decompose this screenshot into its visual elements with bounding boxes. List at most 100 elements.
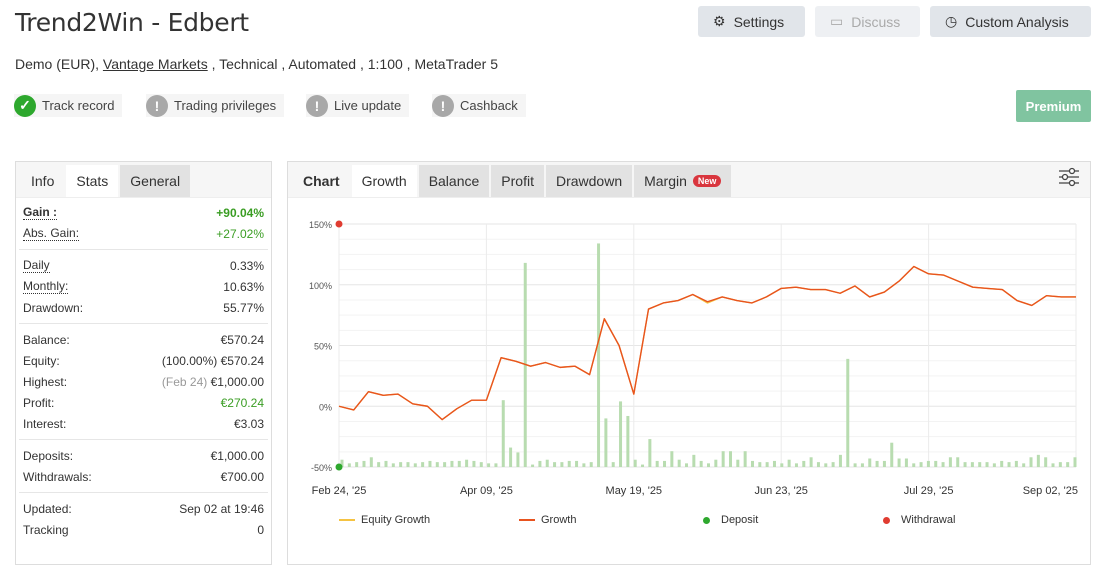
y-tick-label: 150%	[309, 220, 332, 230]
volume-bar	[663, 460, 667, 467]
stat-value: €1,000.00	[210, 374, 264, 389]
badge-cashback[interactable]: ! Cashback	[432, 94, 526, 117]
stat-value: 55.77%	[223, 300, 264, 315]
badge-label: Trading privileges	[174, 98, 277, 113]
discuss-button[interactable]: ▭ Discuss	[815, 6, 920, 37]
volume-bar	[677, 459, 681, 467]
volume-bar	[597, 243, 601, 467]
volume-bar	[941, 462, 945, 467]
volume-bar	[567, 460, 571, 467]
volume-bar	[384, 460, 388, 467]
comment-icon: ▭	[830, 13, 844, 29]
volume-bar	[692, 454, 696, 467]
settings-button[interactable]: ⚙ Settings	[698, 6, 805, 37]
volume-bar	[369, 457, 373, 467]
volume-bar	[377, 462, 381, 467]
volume-bar	[1000, 460, 1004, 467]
volume-bar	[391, 463, 395, 467]
volume-bar	[494, 463, 498, 467]
volume-bar	[421, 462, 425, 467]
badge-trading-privileges[interactable]: ! Trading privileges	[146, 94, 285, 117]
volume-bar	[1044, 457, 1048, 467]
stat-label: Withdrawals:	[23, 469, 92, 484]
legend-dot-icon	[703, 516, 710, 524]
badge-live-update[interactable]: ! Live update	[306, 94, 410, 117]
volume-bar	[809, 457, 813, 467]
volume-bar	[443, 462, 447, 467]
volume-bar	[611, 462, 615, 467]
volume-bar	[838, 454, 842, 467]
stat-label: Highest:	[23, 374, 68, 389]
legend-withdrawal[interactable]: Withdrawal	[883, 514, 955, 526]
volume-bar	[347, 463, 351, 467]
legend-label: Deposit	[721, 514, 759, 526]
badge-track-record[interactable]: ✓ Track record	[14, 94, 123, 117]
stat-label: Balance:	[23, 332, 70, 347]
broker-link[interactable]: Vantage Markets	[102, 56, 208, 72]
volume-bar	[1029, 457, 1033, 467]
stat-profit: Profit: €270.24	[16, 392, 271, 413]
volume-bar	[399, 462, 403, 467]
volume-bar	[479, 462, 483, 467]
volume-bar	[846, 358, 850, 467]
premium-button[interactable]: Premium	[1016, 90, 1091, 122]
legend-label: Equity Growth	[361, 514, 431, 526]
custom-analysis-button[interactable]: ◷ Custom Analysis	[930, 6, 1091, 37]
stat-value: 0	[257, 522, 264, 537]
badge-label: Live update	[334, 98, 402, 113]
volume-bar	[575, 460, 579, 467]
volume-bar	[545, 459, 549, 467]
volume-bar	[831, 462, 835, 467]
tab-stats[interactable]: Stats	[66, 165, 119, 197]
badge-label: Cashback	[460, 98, 518, 113]
discuss-label: Discuss	[851, 13, 901, 30]
volume-bar	[890, 442, 894, 467]
volume-bar	[1058, 462, 1062, 467]
stat-label[interactable]: Daily	[23, 258, 50, 273]
volume-bar	[560, 462, 564, 467]
stat-label[interactable]: Abs. Gain:	[23, 226, 80, 241]
volume-bar	[794, 463, 798, 467]
exclamation-icon: !	[306, 94, 328, 117]
stats-panel: Info Stats General Gain : +90.04% Abs. Ga…	[15, 161, 272, 565]
volume-bar	[619, 401, 623, 467]
stat-drawdown: Drawdown: 55.77%	[16, 297, 271, 318]
volume-bar	[992, 463, 996, 467]
stat-value: €570.24	[220, 332, 264, 347]
stat-label: Interest:	[23, 416, 67, 431]
volume-bar	[758, 462, 762, 467]
exclamation-icon: !	[146, 94, 168, 117]
chart-settings-icon[interactable]	[1058, 167, 1080, 192]
volume-bar	[978, 462, 982, 467]
stat-value: €3.03	[233, 416, 264, 431]
legend-equity-growth[interactable]: Equity Growth	[339, 514, 430, 526]
tab-profit[interactable]: Profit	[491, 165, 544, 197]
legend-growth[interactable]: Growth	[519, 514, 576, 526]
page-title: Trend2Win - Edbert	[15, 8, 249, 37]
volume-bar	[655, 460, 659, 467]
volume-bar	[501, 400, 505, 467]
tab-general[interactable]: General	[120, 165, 191, 197]
volume-bar	[963, 462, 967, 467]
volume-bar	[736, 459, 740, 467]
volume-bar	[985, 462, 989, 467]
tab-drawdown[interactable]: Drawdown	[545, 165, 633, 197]
volume-bar	[1007, 462, 1011, 467]
stat-label: Tracking	[23, 522, 69, 537]
tab-margin[interactable]: Margin New	[634, 165, 732, 197]
stat-equity: Equity: (100.00%) €570.24	[16, 350, 271, 371]
legend-deposit[interactable]: Deposit	[703, 514, 758, 526]
volume-bar	[465, 459, 469, 467]
account-details: , Technical , Automated , 1:100 , MetaTr…	[211, 56, 498, 72]
badge-label: Track record	[42, 98, 115, 113]
volume-bar	[853, 463, 857, 467]
volume-bar	[685, 463, 689, 467]
tab-balance[interactable]: Balance	[418, 165, 490, 197]
volume-bar	[860, 463, 864, 467]
tab-growth[interactable]: Growth	[351, 165, 417, 197]
stat-label[interactable]: Gain :	[23, 205, 58, 220]
stat-label[interactable]: Monthly:	[23, 279, 69, 294]
stat-value: €570.24	[220, 353, 264, 368]
tab-info[interactable]: Info	[31, 173, 55, 189]
stat-monthly: Monthly: 10.63%	[16, 276, 271, 297]
